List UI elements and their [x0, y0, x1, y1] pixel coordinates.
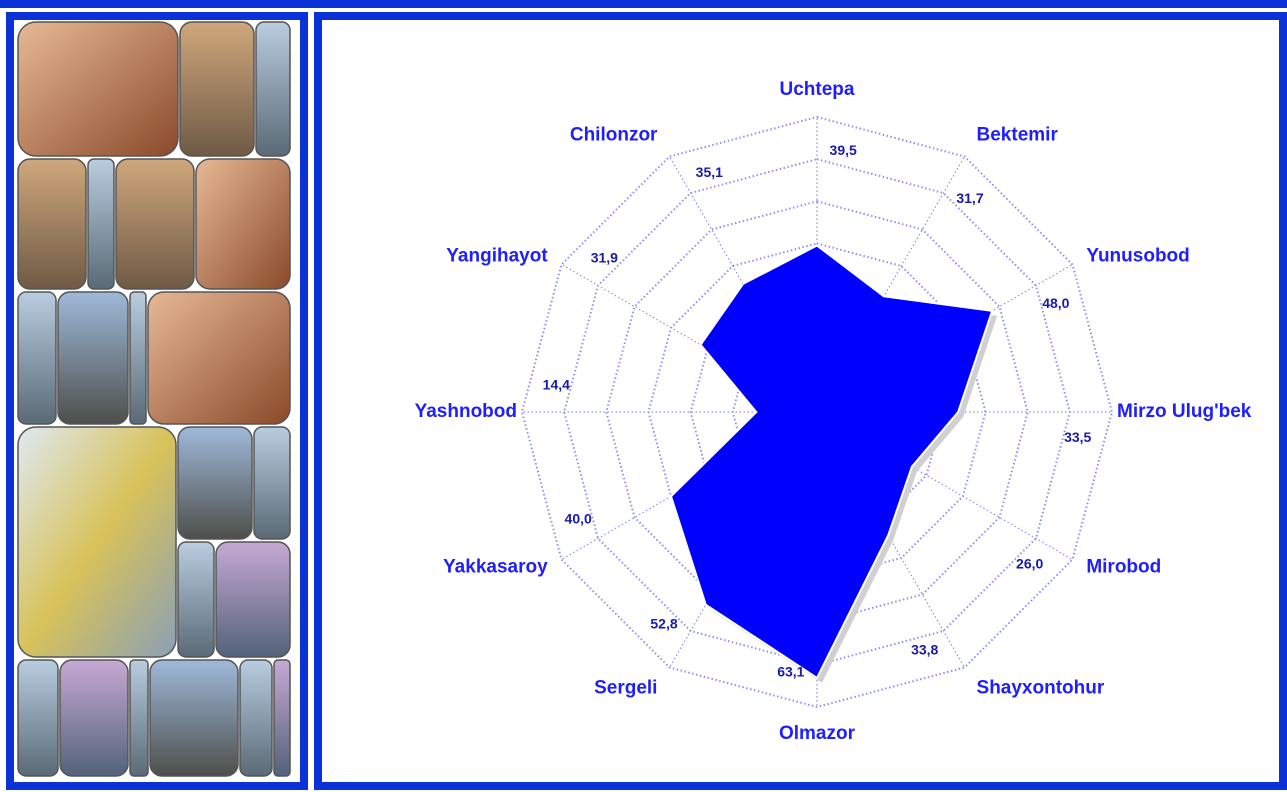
value-label: 31,7 [956, 190, 983, 206]
category-label: Bektemir [977, 125, 1059, 146]
category-label: Mirobod [1086, 557, 1161, 578]
category-label: Mirzo Ulug'bek [1117, 401, 1252, 422]
category-label: Yunusobod [1086, 246, 1189, 267]
value-label: 40,0 [565, 510, 592, 526]
category-label: Yakkasaroy [443, 557, 548, 578]
area [669, 244, 994, 680]
grid-ring [520, 115, 1114, 709]
value-label: 26,0 [1016, 556, 1043, 572]
category-label: Yashnobod [415, 401, 517, 422]
value-label: 39,5 [830, 142, 857, 158]
category-label: Uchtepa [780, 79, 855, 100]
value-label: 52,8 [650, 615, 677, 631]
value-label: 63,1 [777, 663, 804, 679]
value-label: 14,4 [543, 377, 570, 393]
category-label: Sergeli [594, 677, 657, 698]
category-label: Olmazor [779, 723, 856, 744]
value-label: 35,1 [696, 164, 723, 180]
category-label: Yangihayot [446, 246, 548, 267]
value-label: 33,5 [1064, 429, 1091, 445]
category-label: Shayxontohur [977, 677, 1105, 698]
value-label: 33,8 [911, 642, 938, 658]
value-label: 31,9 [591, 250, 618, 266]
photo-panel [6, 12, 308, 790]
photo-collage [17, 21, 291, 777]
category-label: Chilonzor [570, 125, 658, 146]
top-bar [0, 0, 1287, 8]
value-label: 48,0 [1042, 295, 1069, 311]
